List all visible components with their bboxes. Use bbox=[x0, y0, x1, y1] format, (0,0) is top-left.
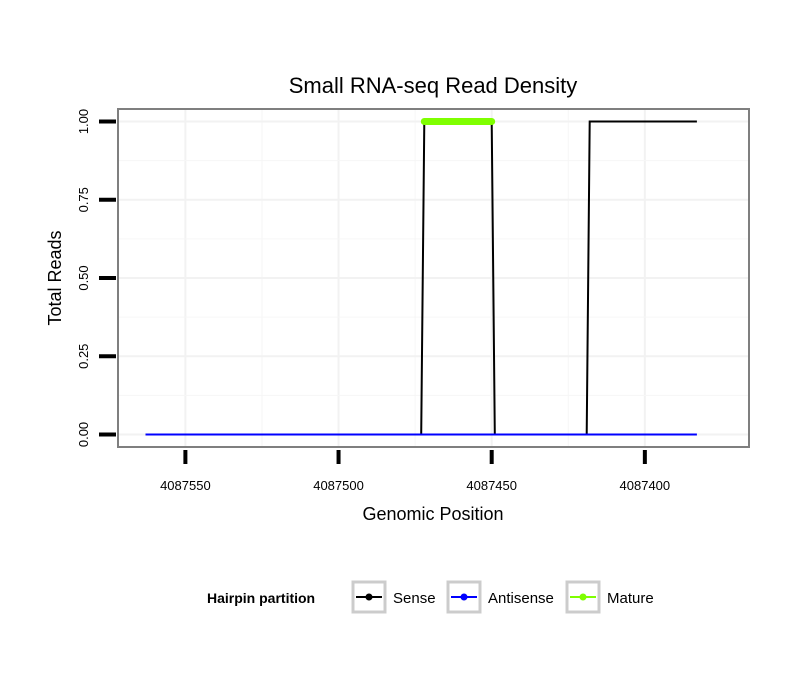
x-tick-label: 4087550 bbox=[160, 478, 211, 493]
legend-label-sense: Sense bbox=[393, 590, 436, 607]
x-axis: 4087550 4087500 4087450 4087400 bbox=[160, 450, 670, 493]
plot-panel-border bbox=[117, 108, 750, 448]
x-tick-label: 4087400 bbox=[620, 478, 671, 493]
legend-key-point bbox=[365, 593, 373, 601]
y-tick-label: 0.25 bbox=[76, 344, 91, 369]
legend: Hairpin partition Sense Antisense Mature bbox=[207, 580, 654, 614]
series-line-sense bbox=[145, 120, 697, 436]
y-tick-label: 0.75 bbox=[76, 187, 91, 212]
x-tick-label: 4087450 bbox=[466, 478, 517, 493]
legend-label-mature: Mature bbox=[607, 590, 654, 607]
y-tick-label: 1.00 bbox=[76, 109, 91, 134]
y-tick-label: 0.00 bbox=[76, 422, 91, 447]
legend-key-point bbox=[460, 593, 468, 601]
series-layer bbox=[145, 118, 697, 436]
y-axis-label: Total Reads bbox=[45, 230, 65, 325]
y-axis: 0.00 0.25 0.50 0.75 1.00 bbox=[76, 109, 116, 447]
y-tick-label: 0.50 bbox=[76, 265, 91, 290]
legend-key-point bbox=[579, 593, 587, 601]
x-axis-label: Genomic Position bbox=[362, 504, 503, 524]
legend-title: Hairpin partition bbox=[207, 590, 315, 606]
chart-title: Small RNA-seq Read Density bbox=[289, 73, 578, 98]
x-tick-label: 4087500 bbox=[313, 478, 364, 493]
legend-label-antisense: Antisense bbox=[488, 590, 554, 607]
